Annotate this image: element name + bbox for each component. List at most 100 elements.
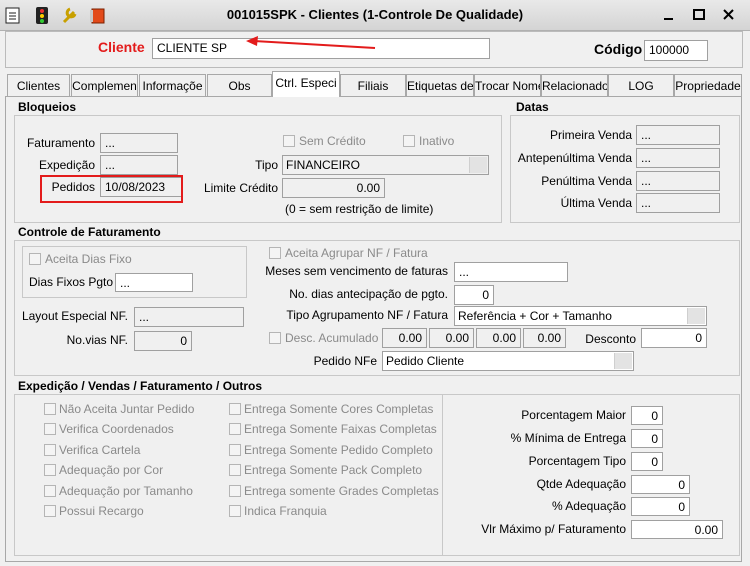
field-label: Antepenúltima Venda <box>517 151 632 165</box>
tab[interactable]: Complemen <box>71 74 138 96</box>
tab[interactable]: LOG <box>608 74 674 96</box>
combo-value: Referência + Cor + Tamanho <box>458 309 612 323</box>
field-label: Última Venda <box>560 196 632 210</box>
field-input[interactable]: ... <box>100 133 178 153</box>
checkbox[interactable] <box>269 332 281 344</box>
field-input[interactable]: 0 <box>631 452 663 471</box>
field-label: Qtde Adequação <box>536 477 626 491</box>
field-input[interactable]: 0 <box>454 285 494 305</box>
field-label: % Mínima de Entrega <box>510 431 626 445</box>
window-controls[interactable] <box>660 6 745 24</box>
section-title: Expedição / Vendas / Faturamento / Outro… <box>18 379 263 393</box>
field-input[interactable]: ... <box>134 307 244 327</box>
field-label: Limite Crédito <box>203 181 278 195</box>
checkbox-label: Aceita Dias Fixo <box>45 252 132 266</box>
group-box <box>22 246 247 298</box>
checkbox[interactable] <box>229 485 241 497</box>
checkbox-label: Entrega Somente Pedido Completo <box>244 443 433 457</box>
combo[interactable]: Pedido Cliente <box>382 351 634 371</box>
field-label: Faturamento <box>26 136 95 150</box>
codigo-label: Código <box>594 41 643 57</box>
checkbox-label: Indica Franquia <box>244 504 327 518</box>
checkbox-label: Aceita Agrupar NF / Fatura <box>285 246 428 260</box>
checkbox-label: Possui Recargo <box>59 504 144 518</box>
field-input[interactable]: 0.00 <box>523 328 566 348</box>
field-input[interactable]: 0.00 <box>429 328 474 348</box>
cliente-input[interactable]: CLIENTE SP <box>152 38 490 59</box>
field-input[interactable]: ... <box>636 125 720 145</box>
field-input[interactable]: 0.00 <box>282 178 385 198</box>
tab[interactable]: Etiquetas de <box>406 74 474 96</box>
checkbox-label: Entrega Somente Faixas Completas <box>244 422 437 436</box>
checkbox-label: Entrega Somente Pack Completo <box>244 463 423 477</box>
checkbox-label: Verifica Cartela <box>59 443 141 457</box>
group-box <box>14 240 740 376</box>
field-input[interactable]: 0.00 <box>476 328 521 348</box>
tab[interactable]: Propriedade <box>674 74 742 96</box>
tab[interactable]: Informaçõe <box>139 74 206 96</box>
combo-arrow <box>687 308 705 324</box>
field-input[interactable]: ... <box>100 155 178 175</box>
checkbox[interactable] <box>44 403 56 415</box>
checkbox[interactable] <box>44 444 56 456</box>
field-input[interactable]: ... <box>636 193 720 213</box>
tab[interactable]: Clientes <box>7 74 70 96</box>
toolbar-icons <box>5 7 105 24</box>
checkbox-label: Não Aceita Juntar Pedido <box>59 402 195 416</box>
combo-value: FINANCEIRO <box>286 158 361 172</box>
checkbox[interactable] <box>269 247 281 259</box>
group-box <box>14 115 502 223</box>
window-title: 001015SPK - Clientes (1-Controle De Qual… <box>226 7 524 22</box>
checkbox[interactable] <box>44 464 56 476</box>
field-label: No.vias NF. <box>66 333 128 347</box>
checkbox-label: Sem Crédito <box>299 134 366 148</box>
checkbox[interactable] <box>403 135 415 147</box>
checkbox[interactable] <box>29 253 41 265</box>
field-input[interactable]: 0 <box>631 406 663 425</box>
field-input[interactable]: 0 <box>134 331 192 351</box>
checkbox[interactable] <box>229 464 241 476</box>
annotation-arrow <box>246 36 376 49</box>
field-input[interactable]: 0 <box>631 497 690 516</box>
field-input[interactable]: ... <box>115 273 193 292</box>
checkbox[interactable] <box>283 135 295 147</box>
field-input[interactable]: 0.00 <box>631 520 723 539</box>
field-input[interactable]: 0 <box>641 328 707 348</box>
checkbox[interactable] <box>44 505 56 517</box>
field-label: No. dias antecipação de pgto. <box>289 287 448 301</box>
combo[interactable]: FINANCEIRO <box>282 155 489 175</box>
field-input[interactable]: 0 <box>631 475 690 494</box>
checkbox-label: Adequação por Cor <box>59 463 164 477</box>
field-label: Tipo Agrupamento NF / Fatura <box>286 308 448 322</box>
checkbox[interactable] <box>44 423 56 435</box>
tab-active[interactable]: Ctrl. Especi <box>272 71 340 97</box>
field-input[interactable]: ... <box>636 171 720 191</box>
field-input[interactable]: 0 <box>631 429 663 448</box>
checkbox[interactable] <box>229 403 241 415</box>
title-bar: 001015SPK - Clientes (1-Controle De Qual… <box>0 0 750 31</box>
field-label: Expedição <box>38 158 95 172</box>
tab[interactable]: Filiais <box>340 74 406 96</box>
tab[interactable]: Obs <box>207 74 272 96</box>
highlight-box <box>40 175 183 203</box>
field-input[interactable]: ... <box>636 148 720 168</box>
field-label: Layout Especial NF. <box>21 309 128 323</box>
header-panel <box>5 31 743 68</box>
combo-value: Pedido Cliente <box>386 354 465 368</box>
checkbox[interactable] <box>229 444 241 456</box>
checkbox[interactable] <box>229 505 241 517</box>
checkbox[interactable] <box>229 423 241 435</box>
tab[interactable]: Relacionado <box>541 74 608 96</box>
checkbox-label: Entrega somente Grades Completas <box>244 484 439 498</box>
codigo-input[interactable]: 100000 <box>644 40 708 61</box>
combo-arrow <box>614 353 632 369</box>
checkbox[interactable] <box>44 485 56 497</box>
checkbox-label: Inativo <box>419 134 455 148</box>
combo[interactable]: Referência + Cor + Tamanho <box>454 306 707 326</box>
field-label: Porcentagem Tipo <box>528 454 626 468</box>
field-input[interactable]: 0.00 <box>382 328 427 348</box>
field-input[interactable]: ... <box>454 262 568 282</box>
group-box <box>510 115 740 223</box>
tab[interactable]: Trocar Nome <box>474 74 541 96</box>
field-label: Vlr Máximo p/ Faturamento <box>481 522 626 536</box>
